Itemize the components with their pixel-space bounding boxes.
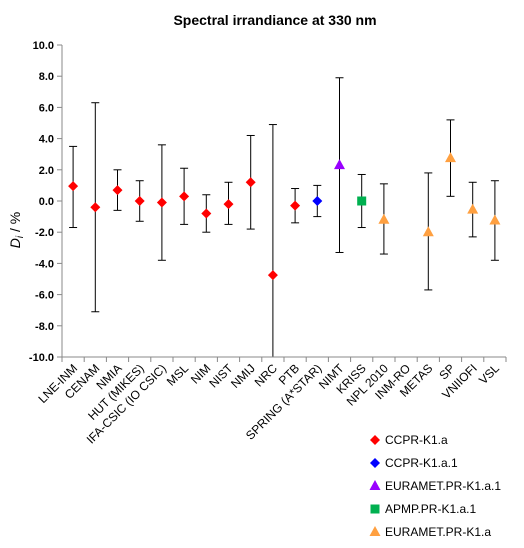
data-point: [267, 270, 278, 281]
data-point: [489, 214, 501, 225]
data-point: [334, 159, 345, 170]
data-point: [378, 213, 390, 224]
legend-label: EURAMET.PR-K1.a: [385, 525, 491, 539]
legend-item: APMP.PR-K1.a.1: [370, 502, 476, 516]
data-point: [467, 203, 479, 214]
legend-label: CCPR-K1.a.1: [385, 456, 458, 470]
y-tick-label: 4.0: [39, 134, 54, 146]
legend: CCPR-K1.a CCPR-K1.a.1 EURAMET.PR-K1.a.1 APM…: [369, 433, 501, 539]
chart-title: Spectral irrandiance at 330 nm: [173, 12, 376, 28]
legend-label: EURAMET.PR-K1.a.1: [385, 479, 501, 493]
data-point: [134, 196, 145, 206]
y-tick-label: -6.0: [35, 290, 54, 302]
data-point: [357, 196, 367, 206]
y-axis-label-unit: / %: [7, 212, 23, 236]
legend-marker: [370, 504, 380, 514]
y-axis-ticks: 10.0 8.0 6.0 4.0 2.0 0.0 -2.0 -4.0 -6.0 -8.0 -10.0: [29, 40, 62, 364]
y-tick-label: 6.0: [39, 102, 54, 114]
y-axis-label: Di / %: [7, 212, 26, 248]
data-point: [312, 196, 323, 206]
y-tick-label: 0.0: [39, 196, 54, 208]
data-point: [223, 199, 234, 210]
y-tick-label: -10.0: [29, 352, 54, 364]
legend-item: CCPR-K1.a: [370, 433, 448, 447]
y-tick-label: 10.0: [33, 40, 54, 52]
data-point: [112, 185, 123, 196]
legend-label: APMP.PR-K1.a.1: [385, 502, 476, 516]
y-tick-label: -2.0: [35, 227, 54, 239]
data-point: [245, 177, 256, 188]
y-tick-label: 8.0: [39, 71, 54, 83]
legend-marker: [370, 435, 380, 445]
data-point: [201, 208, 212, 219]
legend-item: EURAMET.PR-K1.a: [369, 525, 491, 539]
error-bars: [69, 77, 499, 358]
y-tick-label: -4.0: [35, 258, 54, 270]
data-point: [290, 200, 301, 211]
legend-marker: [370, 458, 380, 468]
legend-label: CCPR-K1.a: [385, 433, 448, 447]
y-axis-label-subscript: i: [15, 235, 26, 238]
y-tick-label: 2.0: [39, 165, 54, 177]
legend-marker: [369, 526, 381, 536]
data-point: [156, 197, 167, 208]
data-point: [445, 152, 456, 163]
legend-marker: [369, 480, 381, 490]
legend-item: CCPR-K1.a.1: [370, 456, 458, 470]
data-point: [179, 191, 190, 202]
y-axis-label-main: D: [7, 238, 23, 248]
data-point: [422, 226, 434, 237]
data-point: [68, 181, 79, 192]
svg-text:Di / %: Di / %: [7, 212, 26, 248]
data-point: [90, 202, 101, 213]
data-markers: [68, 152, 501, 281]
y-tick-label: -8.0: [35, 321, 54, 333]
legend-item: EURAMET.PR-K1.a.1: [369, 479, 501, 493]
